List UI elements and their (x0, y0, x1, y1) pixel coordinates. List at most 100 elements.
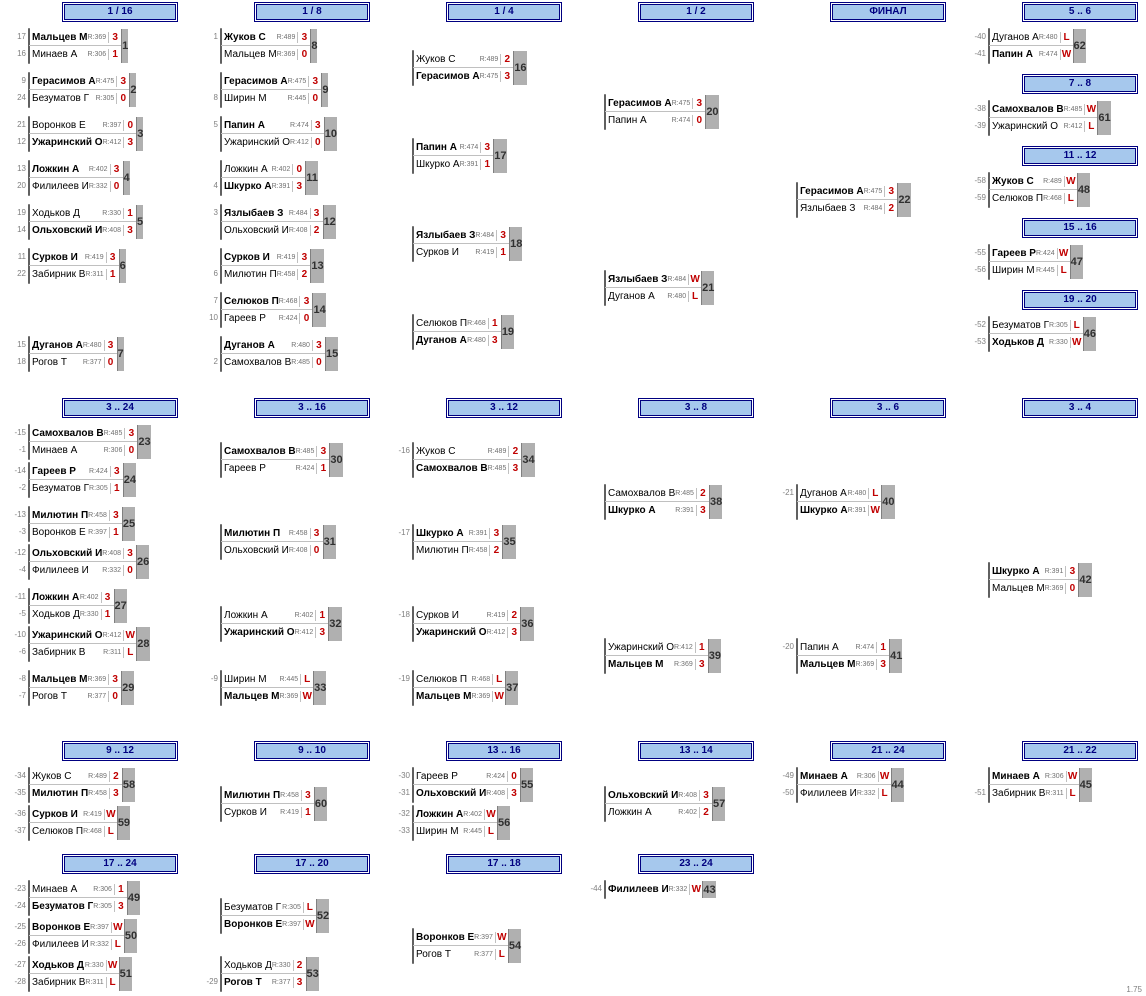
match-number: 40 (881, 485, 894, 519)
player-name: Минаев А (29, 445, 104, 456)
player-name: Воронков Е (413, 932, 474, 943)
player-rating: R:311 (1045, 790, 1065, 797)
player-name: Селюков П (29, 826, 83, 837)
player-name: Рогов Т (413, 949, 474, 960)
match-number: 51 (119, 957, 132, 991)
match-number: 56 (497, 806, 510, 840)
seed-label: -16 (394, 446, 410, 455)
seed-label: -37 (10, 826, 26, 835)
score: W (1070, 337, 1083, 348)
score: 1 (480, 159, 493, 170)
player-rating: R:369 (674, 661, 695, 668)
player-name: Ольховский И (29, 225, 102, 236)
player-rating: R:489 (480, 56, 501, 63)
player-name: Сурков И (221, 252, 277, 263)
match-box: Жуков СR:4892Самохвалов ВR:485334 (412, 442, 414, 478)
player-rating: R:391 (460, 161, 481, 168)
player-name: Ольховский И (605, 790, 678, 801)
score: L (1070, 320, 1083, 331)
player-rating: R:305 (1049, 322, 1070, 329)
player-rating: R:408 (289, 227, 310, 234)
score: 3 (297, 32, 310, 43)
seed-label: 16 (10, 49, 26, 58)
match-box: Ширин МR:445LМальцев МR:369W33 (220, 670, 222, 706)
player-rating: R:369 (277, 51, 298, 58)
player-name: Воронков Е (29, 527, 88, 538)
seed-label: 2 (202, 357, 218, 366)
player-rating: R:484 (475, 232, 496, 239)
match-box: Самохвалов ВR:485WУжаринский ОR:412L61 (988, 100, 990, 136)
round-header: 9 .. 10 (256, 743, 368, 759)
player-rating: R:330 (85, 962, 106, 969)
player-name: Ходьков Д (221, 960, 272, 971)
score: W (1084, 104, 1097, 115)
score: 2 (489, 545, 502, 556)
score: L (495, 949, 508, 960)
player-rating: R:377 (474, 951, 495, 958)
match-number: 17 (493, 139, 506, 173)
match-number: 54 (508, 929, 521, 963)
match-box: Мальцев МR:3693Рогов ТR:377029 (28, 670, 30, 706)
round-header: 3 .. 16 (256, 400, 368, 416)
player-name: Самохвалов В (413, 463, 488, 474)
match-number: 49 (127, 881, 140, 915)
player-rating: R:412 (103, 139, 124, 146)
player-rating: R:458 (289, 530, 310, 537)
match-box: Ужаринский ОR:412WЗабирник ВR:311L28 (28, 626, 30, 662)
player-rating: R:419 (280, 809, 301, 816)
player-name: Язлыбаев З (221, 208, 289, 219)
player-rating: R:484 (289, 210, 310, 217)
seed-label: -52 (970, 320, 986, 329)
score: 1 (108, 49, 121, 60)
player-rating: R:480 (83, 342, 104, 349)
player-name: Ужаринский О (221, 627, 295, 638)
score: 0 (299, 313, 312, 324)
match-number: 30 (329, 443, 342, 477)
score: 3 (488, 335, 501, 346)
player-name: Минаев А (29, 884, 93, 895)
match-number: 10 (324, 117, 337, 151)
player-name: Сурков И (413, 610, 487, 621)
player-name: Ширин М (221, 93, 288, 104)
match-box: Гареев РR:4243Безуматов ГR:305124 (28, 462, 30, 498)
match-box: Дуганов АR:480LШкурко АR:391W40 (796, 484, 798, 520)
player-rating: R:402 (295, 612, 316, 619)
player-name: Ужаринский О (605, 642, 674, 653)
player-name: Дуганов А (413, 335, 467, 346)
round-header: 9 .. 12 (64, 743, 176, 759)
round-header: 17 .. 24 (64, 856, 176, 872)
match-number: 57 (712, 787, 725, 821)
match-box: Папин АR:4741Мальцев МR:369341 (796, 638, 798, 674)
player-rating: R:306 (93, 886, 114, 893)
seed-label: -1 (10, 445, 26, 454)
player-name: Забирник В (29, 269, 85, 280)
player-rating: R:397 (474, 934, 495, 941)
player-rating: R:445 (463, 828, 484, 835)
seed-label: 9 (10, 76, 26, 85)
seed-label: 22 (10, 269, 26, 278)
player-name: Милютин П (221, 790, 280, 801)
player-name: Гареев Р (221, 313, 279, 324)
score: 3 (114, 901, 127, 912)
player-rating: R:306 (1045, 773, 1066, 780)
player-rating: R:458 (88, 512, 109, 519)
match-number: 31 (323, 525, 336, 559)
player-rating: R:485 (488, 465, 509, 472)
player-name: Филилеев И (797, 788, 857, 799)
match-box: Язлыбаев ЗR:484WДуганов АR:480L21 (604, 270, 606, 306)
match-number: 50 (124, 919, 137, 953)
match-number: 7 (117, 337, 124, 371)
score: 3 (108, 32, 121, 43)
player-name: Безуматов Г (221, 902, 282, 913)
player-rating: R:408 (289, 547, 310, 554)
player-rating: R:475 (96, 78, 117, 85)
score: 3 (308, 76, 321, 87)
match-box: Селюков ПR:468LМальцев МR:369W37 (412, 670, 414, 706)
score: 3 (123, 225, 136, 236)
player-name: Безуматов Г (29, 93, 96, 104)
seed-label: -19 (394, 674, 410, 683)
seed-label: -36 (10, 809, 26, 818)
seed-label: -14 (10, 466, 26, 475)
match-number: 24 (123, 463, 136, 497)
player-rating: R:332 (857, 790, 878, 797)
